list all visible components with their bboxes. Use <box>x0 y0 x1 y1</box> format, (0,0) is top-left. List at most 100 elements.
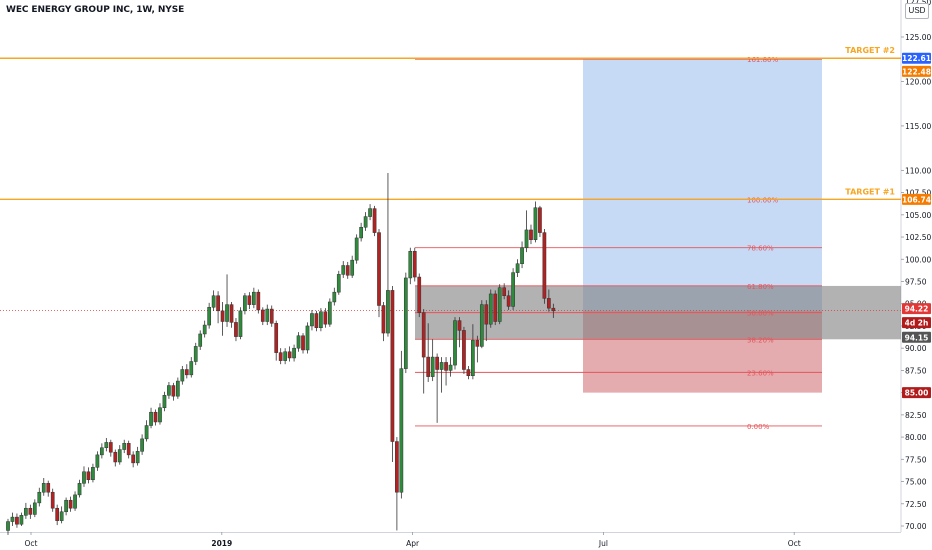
candle-body <box>41 483 46 493</box>
candle-body <box>283 351 287 361</box>
candle-body <box>55 507 60 521</box>
candle-body <box>153 411 158 423</box>
candle-body <box>278 352 283 361</box>
position-zones <box>0 58 901 393</box>
candle-body <box>497 287 502 322</box>
candle-body <box>377 232 381 306</box>
fib-label: 100.00% <box>747 196 778 204</box>
candle-body <box>68 499 73 509</box>
price-tag-label: 106.74 <box>902 195 931 204</box>
candle-body <box>345 265 350 276</box>
candle-body <box>475 339 480 347</box>
candle-body <box>417 276 422 313</box>
candle-body <box>350 259 355 276</box>
y-tick-label: 105.00 <box>905 211 931 220</box>
candle-body <box>46 483 51 493</box>
candle-body <box>131 454 136 464</box>
candle-body <box>108 442 113 453</box>
candle-body <box>305 325 310 351</box>
chart-title: WEC ENERGY GROUP INC, 1W, NYSE <box>6 5 185 15</box>
chart-grid <box>0 0 902 533</box>
candle-body <box>287 351 292 359</box>
candle-body <box>372 208 377 233</box>
y-tick-label: 115.00 <box>905 122 931 131</box>
candle-body <box>363 216 368 228</box>
candle-body <box>225 304 229 322</box>
candle-body <box>395 441 399 493</box>
price-tag <box>902 317 931 329</box>
candle-body <box>381 305 386 334</box>
candle-body <box>95 454 100 468</box>
y-tick-label: 100.00 <box>905 255 931 264</box>
y-tick-label: 90.00 <box>905 344 927 353</box>
price-tag-label: 94.15 <box>905 333 929 342</box>
candle-body <box>430 356 435 377</box>
candle-body <box>256 291 261 311</box>
candle-body <box>229 304 234 323</box>
candle-body <box>171 385 176 397</box>
candle-body <box>149 411 153 426</box>
price-tag-label: 122.61 <box>902 54 931 63</box>
candle-body <box>336 274 341 293</box>
candle-body <box>390 290 395 442</box>
candle-body <box>511 272 515 307</box>
candle-body <box>184 369 189 376</box>
candle-body <box>73 494 77 509</box>
candle-body <box>542 232 547 299</box>
y-tick-label: 70.00 <box>905 522 927 531</box>
y-tick-label: 80.00 <box>905 433 927 442</box>
candle-body <box>252 291 256 305</box>
candle-body <box>341 265 346 275</box>
y-tick-label: 110.00 <box>905 166 931 175</box>
x-tick-label: 2019 <box>211 539 232 548</box>
candle-body <box>126 443 131 456</box>
candle-body <box>86 471 91 481</box>
y-tick-label: 102.50 <box>905 233 931 242</box>
y-tick-label: 120.00 <box>905 77 931 86</box>
y-tick-label: 87.50 <box>905 366 927 375</box>
fib-label: 161.80% <box>747 56 778 64</box>
fib-label: 78.60% <box>747 245 774 253</box>
y-tick-label: 77.50 <box>905 455 927 464</box>
fib-label: 23.60% <box>747 369 774 377</box>
candle-body <box>198 333 203 347</box>
candle-body <box>327 301 332 325</box>
price-axis[interactable]: 70.00 72.50 75.00 77.50 80.00 82.50 85.00 87.50… <box>901 0 931 531</box>
candle-body <box>524 229 529 248</box>
candle-body <box>484 304 489 325</box>
candle-body <box>421 312 426 358</box>
candle-body <box>158 407 162 423</box>
candle-body <box>234 322 238 337</box>
candle-body <box>520 247 524 264</box>
price-tag <box>902 303 931 315</box>
y-tick-label: 75.00 <box>905 478 927 487</box>
candle-body <box>533 207 538 240</box>
y-tick-label: 97.50 <box>905 278 927 287</box>
time-axis[interactable]: Oct2019AprJulOct2020AprJulOct2021AprJulO… <box>25 532 932 548</box>
candle-body <box>19 515 24 525</box>
candle-body <box>506 295 511 307</box>
candle-body <box>189 361 194 376</box>
candle-body <box>448 364 453 371</box>
candle-body <box>403 277 408 369</box>
candle-body <box>412 251 417 278</box>
candle-body <box>207 307 212 326</box>
x-tick-label: Oct <box>25 539 38 548</box>
candle-body <box>104 442 109 449</box>
candle-body <box>162 395 167 409</box>
candle-body <box>551 307 556 312</box>
candle-body <box>319 311 323 328</box>
candle-body <box>488 293 493 325</box>
candle-body <box>435 356 439 370</box>
target-label: TARGET #2 <box>845 46 895 55</box>
price-tags: 122.61 122.48 106.74 94.22 4d 2h 94.15 85.00 <box>902 52 931 399</box>
candle-body <box>457 320 462 331</box>
candle-body <box>292 347 296 359</box>
currency-button[interactable]: USD <box>905 3 929 19</box>
candle-body <box>64 499 68 513</box>
candle-body <box>117 449 122 463</box>
candle-body <box>471 339 475 376</box>
candle-body <box>15 516 19 525</box>
candle-body <box>220 310 225 322</box>
